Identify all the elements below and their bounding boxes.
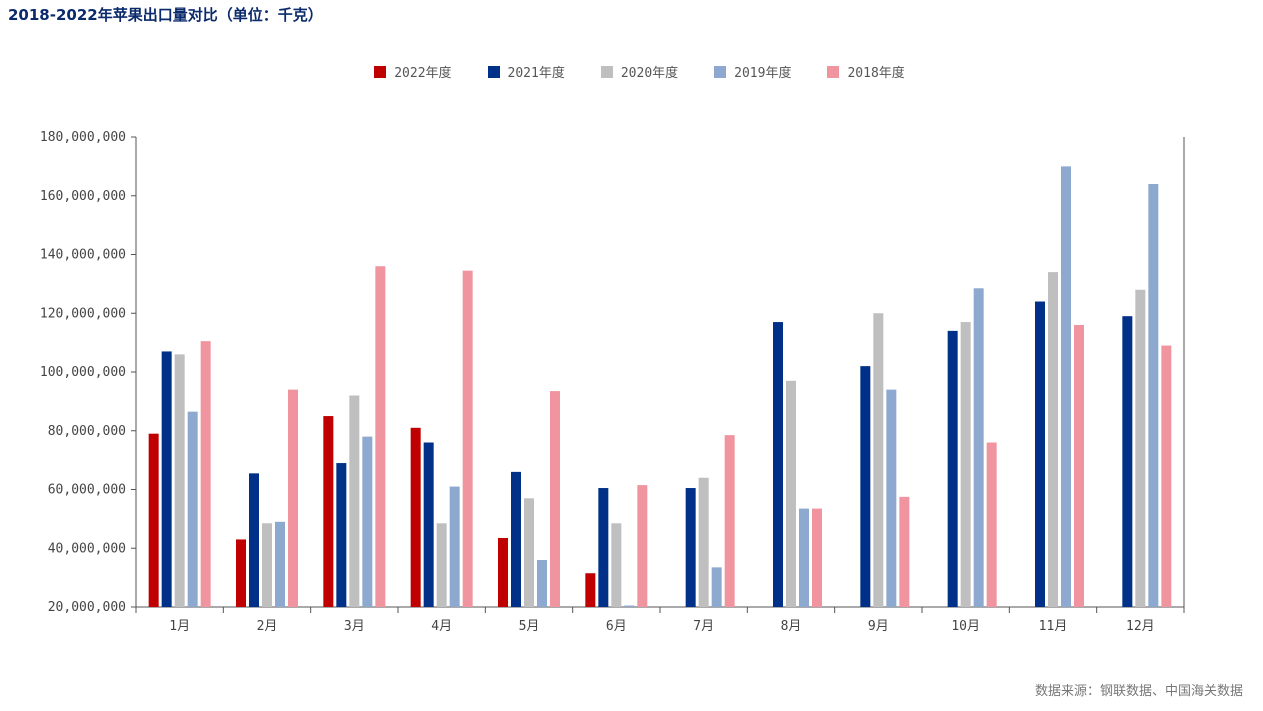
x-tick-label: 5月	[519, 619, 540, 634]
legend-label: 2020年度	[620, 66, 679, 81]
x-tick-label: 1月	[169, 619, 190, 634]
bar-2018年度-8月	[812, 508, 822, 607]
legend-label: 2022年度	[394, 66, 452, 81]
x-tick-label: 10月	[951, 619, 980, 634]
bar-2021年度-6月	[598, 488, 609, 607]
x-tick-label: 2月	[257, 619, 278, 634]
bar-2021年度-5月	[511, 471, 521, 607]
bar-2020年度-10月	[960, 322, 971, 607]
bar-2020年度-1月	[174, 354, 185, 607]
x-tick-label: 9月	[868, 619, 889, 634]
bar-2018年度-3月	[375, 266, 386, 607]
bar-2019年度-2月	[275, 521, 285, 607]
bar-2020年度-4月	[436, 523, 447, 607]
x-tick-label: 7月	[693, 619, 714, 634]
bar-2020年度-9月	[873, 313, 884, 607]
y-tick-label: 100,000,000	[40, 365, 126, 380]
y-tick-label: 120,000,000	[40, 306, 126, 321]
bar-2018年度-12月	[1161, 345, 1172, 607]
bar-2021年度-10月	[947, 330, 958, 607]
x-tick-label: 3月	[344, 619, 365, 634]
bar-2020年度-12月	[1135, 289, 1146, 607]
legend-label: 2021年度	[507, 66, 565, 81]
y-tick-label: 140,000,000	[40, 248, 126, 263]
bar-2021年度-3月	[336, 463, 347, 607]
bar-2022年度-1月	[148, 433, 159, 607]
bar-2019年度-4月	[449, 486, 460, 607]
bar-2019年度-8月	[799, 508, 809, 607]
y-tick-label: 80,000,000	[48, 424, 126, 439]
legend-item: 2019年度	[714, 62, 791, 81]
bar-2018年度-10月	[986, 442, 997, 607]
bar-2019年度-6月	[624, 605, 635, 607]
bar-2021年度-9月	[860, 366, 871, 607]
legend-label: 2018年度	[847, 66, 905, 81]
bar-2018年度-11月	[1074, 325, 1084, 607]
bar-2019年度-10月	[973, 288, 984, 607]
data-source: 数据来源：钢联数据、中国海关数据	[1034, 684, 1243, 699]
legend-swatch	[374, 65, 387, 78]
bar-2018年度-7月	[724, 435, 735, 607]
y-tick-label: 180,000,000	[40, 130, 126, 145]
bar-2021年度-1月	[161, 351, 172, 607]
bar-2019年度-11月	[1061, 166, 1071, 607]
bar-2020年度-11月	[1048, 272, 1058, 607]
bar-2020年度-5月	[524, 498, 534, 607]
bar-2018年度-1月	[200, 341, 211, 607]
bar-2019年度-9月	[886, 389, 897, 607]
bar-2022年度-5月	[498, 537, 508, 607]
bar-2018年度-9月	[899, 496, 910, 607]
bar-2021年度-4月	[423, 442, 434, 607]
bar-2020年度-8月	[786, 380, 796, 607]
bar-2021年度-7月	[685, 488, 696, 607]
legend-item: 2018年度	[827, 62, 905, 81]
x-tick-label: 4月	[431, 619, 452, 634]
bar-2021年度-11月	[1035, 301, 1045, 607]
bar-2022年度-2月	[236, 539, 246, 607]
bar-2021年度-8月	[773, 322, 783, 607]
chart-legend: 2022年度 2021年度 2020年度 2019年度 2018年度	[0, 62, 1263, 81]
bar-2018年度-5月	[550, 391, 560, 607]
bar-2019年度-5月	[537, 560, 547, 607]
bar-2022年度-6月	[585, 573, 596, 607]
x-tick-label: 12月	[1126, 619, 1155, 634]
y-tick-label: 40,000,000	[48, 541, 126, 556]
y-tick-label: 20,000,000	[48, 600, 126, 615]
legend-item: 2022年度	[374, 62, 452, 81]
bar-2018年度-2月	[288, 389, 298, 607]
bar-2019年度-1月	[187, 411, 198, 607]
bar-2019年度-3月	[362, 436, 373, 607]
chart-title: 2018-2022年苹果出口量对比（单位：千克）	[8, 6, 323, 24]
bar-2021年度-12月	[1122, 316, 1133, 607]
legend-item: 2021年度	[487, 62, 565, 81]
bar-2020年度-2月	[262, 523, 272, 607]
x-tick-label: 6月	[606, 619, 627, 634]
bar-2019年度-12月	[1148, 184, 1159, 607]
legend-label: 2019年度	[734, 66, 792, 81]
legend-swatch	[714, 65, 727, 78]
bar-2020年度-3月	[349, 395, 360, 607]
legend-swatch	[487, 65, 500, 78]
legend-item: 2020年度	[600, 62, 679, 81]
bar-2020年度-6月	[611, 523, 622, 607]
bar-2020年度-7月	[698, 477, 709, 607]
bar-2021年度-2月	[249, 473, 259, 607]
legend-swatch	[827, 65, 840, 78]
y-tick-label: 60,000,000	[48, 483, 126, 498]
bar-2019年度-7月	[711, 567, 722, 607]
x-tick-label: 8月	[781, 619, 802, 634]
bar-2018年度-4月	[462, 270, 473, 607]
x-tick-label: 11月	[1039, 619, 1068, 634]
legend-swatch	[600, 65, 613, 78]
bar-2018年度-6月	[637, 485, 648, 607]
bar-2022年度-3月	[323, 416, 334, 607]
y-tick-label: 160,000,000	[40, 189, 126, 204]
bar-2022年度-4月	[410, 427, 421, 607]
